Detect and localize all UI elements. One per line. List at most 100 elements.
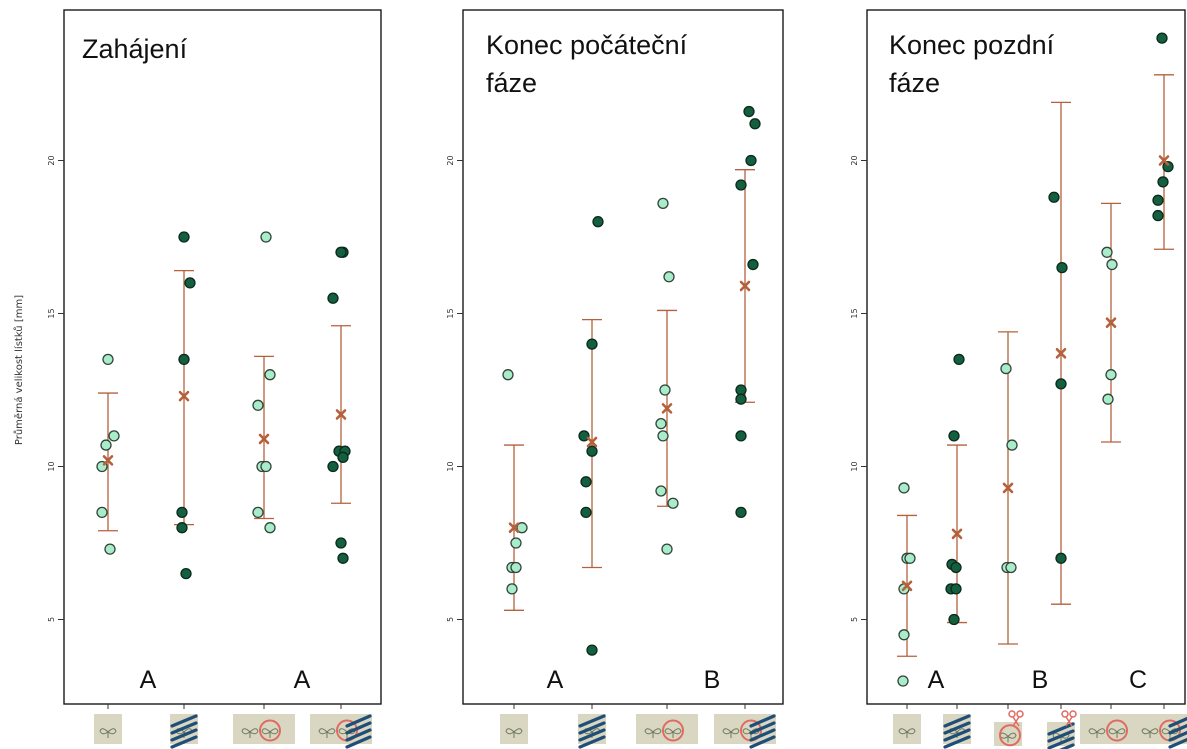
data-point (661, 543, 673, 555)
hatched-plant-icon (170, 714, 198, 749)
panel-1-plot (96, 231, 351, 580)
hatched-plant-icon (578, 714, 606, 749)
mean-marker (661, 403, 673, 414)
data-point (743, 105, 755, 118)
data-point (335, 246, 347, 258)
y-tick-label: 5 (47, 617, 56, 622)
data-point (1157, 176, 1169, 188)
hatched-plant-pair-circled-icon (1133, 714, 1187, 749)
data-point (506, 583, 518, 595)
y-tick-label: 5 (850, 617, 859, 622)
data-point (180, 567, 192, 580)
data-point (96, 506, 108, 519)
mean-marker (258, 433, 270, 445)
mean-marker (508, 522, 520, 534)
data-point (1048, 191, 1060, 203)
group-5 (1101, 202, 1121, 443)
data-point (184, 277, 196, 289)
data-point (745, 154, 757, 167)
hatched-plant-pair-circled-icon (714, 714, 776, 749)
data-point (102, 353, 114, 366)
data-point (747, 258, 759, 271)
data-point (1055, 552, 1067, 564)
y-axis-label: Průměrná velikost lístků [mm] (13, 295, 25, 445)
data-point (327, 460, 339, 473)
panel-2-title-line: fáze (486, 68, 537, 98)
mean-marker (586, 436, 598, 448)
plant-icon (94, 714, 122, 744)
data-point (176, 522, 188, 534)
data-point (176, 506, 188, 519)
data-point (592, 216, 604, 228)
data-point (100, 439, 112, 451)
y-tick-label: 15 (850, 308, 859, 318)
data-point (655, 485, 667, 497)
group-6 (1152, 32, 1174, 250)
panel-2-title: Konec počáteční fáze (486, 30, 688, 98)
mean-marker (739, 280, 751, 292)
plant-circled-scissors-icon (994, 710, 1024, 747)
significance-letter: B (1032, 666, 1049, 694)
panel-2-plot (502, 105, 761, 656)
data-point (1006, 439, 1018, 451)
panel-3-letters: A B C (897, 666, 1147, 694)
group-2 (945, 353, 967, 626)
group-1 (96, 353, 120, 555)
mean-marker (1158, 155, 1170, 166)
data-point (252, 506, 264, 519)
group-1 (897, 482, 917, 657)
hatched-plant-icon (943, 714, 971, 749)
panel-3-frame (866, 9, 1186, 705)
plant-pair-circled-icon (233, 714, 295, 744)
group-4 (1048, 101, 1071, 605)
mean-marker (1002, 482, 1014, 494)
significance-letter: A (294, 666, 311, 694)
data-point (510, 537, 522, 549)
panel-3-y-axis: 5 10 15 20 (850, 155, 1165, 709)
y-tick-label: 10 (446, 461, 455, 471)
data-point (516, 522, 528, 534)
data-point (337, 451, 349, 463)
data-point (178, 353, 190, 366)
data-point (663, 271, 675, 283)
data-point (735, 506, 747, 519)
mean-marker (1055, 347, 1067, 359)
panel-1-title: Zahájení (82, 34, 188, 64)
significance-letter: C (1129, 666, 1147, 694)
data-point (1106, 258, 1118, 271)
data-point (264, 522, 276, 534)
group-4 (327, 246, 351, 564)
data-point (655, 418, 667, 430)
data-point (657, 430, 669, 442)
group-2 (578, 216, 604, 656)
panel-1-x-icons (94, 714, 372, 749)
significance-letter: A (547, 666, 564, 694)
data-point (735, 384, 747, 396)
group-1 (502, 369, 528, 611)
data-point (1101, 246, 1113, 258)
data-point (659, 384, 671, 396)
data-point (264, 369, 276, 381)
panel-3-x-icons (893, 710, 1187, 749)
panel-2-title-line: Konec počáteční (486, 30, 688, 60)
group-3 (655, 197, 679, 555)
data-point (950, 561, 962, 574)
hatched-plant-pair-circled-icon (310, 714, 372, 749)
mean-marker (901, 580, 913, 592)
group-3 (252, 231, 276, 534)
panel-2-frame (462, 9, 784, 705)
data-point (252, 399, 264, 411)
data-point (749, 118, 761, 130)
mean-marker (951, 528, 963, 540)
data-point (1056, 261, 1068, 274)
data-point (948, 430, 960, 442)
data-point (327, 292, 339, 304)
legend-point (897, 675, 909, 687)
data-point (1005, 561, 1017, 574)
data-point (904, 552, 916, 564)
plant-pair-circled-icon (1080, 714, 1142, 744)
data-point (898, 482, 910, 494)
panel-3-title-line: Konec pozdní (889, 30, 1055, 60)
